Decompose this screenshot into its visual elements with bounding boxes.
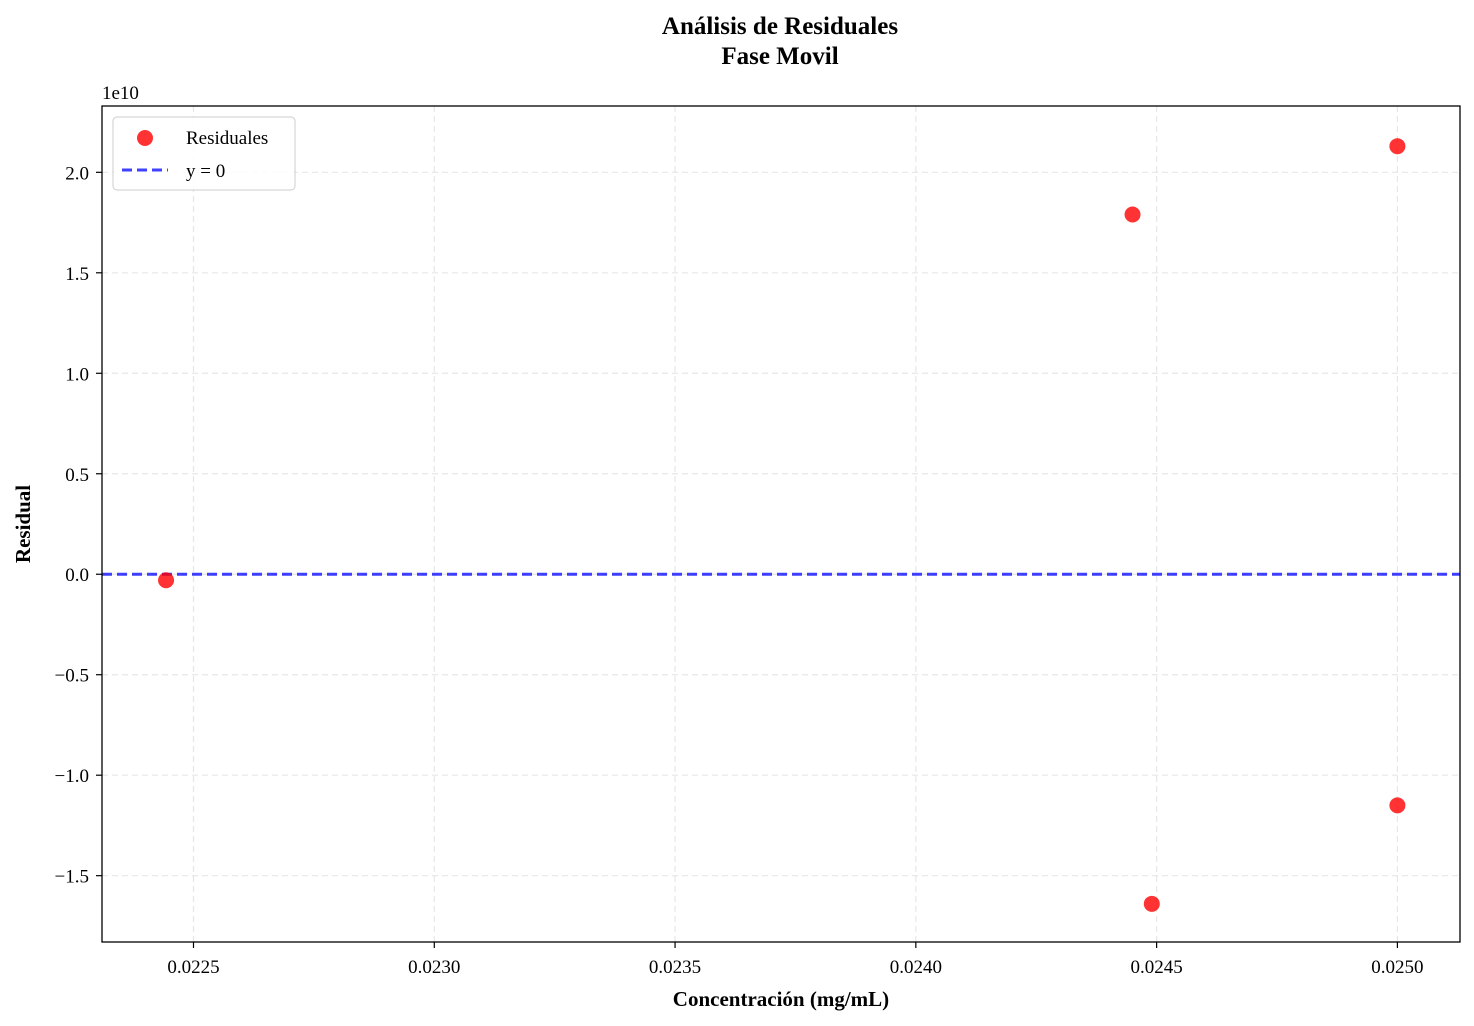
x-tick-label: 0.0225 [167,957,219,978]
y-tick-label: 1.0 [65,364,89,385]
x-tick-label: 0.0235 [649,957,701,978]
scatter-point [1124,206,1141,223]
y-axis-label: Residual [11,485,35,563]
x-tick-label: 0.0230 [408,957,460,978]
y-tick-label: −1.5 [55,867,89,888]
scatter-point [158,572,175,589]
y-axis-ticks: −1.5 −1.0 −0.5 0.0 0.5 1.0 1.5 2.0 [55,163,102,888]
y-tick-label: −0.5 [55,666,89,687]
y-tick-label: −1.0 [55,766,89,787]
legend: Residuales y = 0 [112,116,296,191]
y-tick-label: 0.0 [65,565,89,586]
legend-label-zero-line: y = 0 [186,161,225,182]
legend-marker-residuales [137,130,153,146]
scatter-point [1389,797,1406,814]
y-offset-label: 1e10 [102,83,139,104]
scatter-point [1389,138,1406,155]
y-tick-label: 1.5 [65,264,89,285]
legend-label-residuales: Residuales [186,128,268,149]
y-tick-label: 0.5 [65,465,89,486]
x-axis-ticks: 0.0225 0.0230 0.0235 0.0240 0.0245 0.0250 [167,942,1424,978]
scatter-point [1143,895,1160,912]
x-axis-label: Concentración (mg/mL) [673,987,889,1011]
chart-title-line1: Análisis de Residuales [662,13,898,40]
legend-box [112,116,296,191]
y-tick-label: 2.0 [65,163,89,184]
x-tick-label: 0.0245 [1130,957,1182,978]
x-tick-label: 0.0240 [890,957,942,978]
plot-frame [101,105,1461,943]
x-tick-label: 0.0250 [1371,957,1423,978]
scatter-points [158,138,1406,912]
chart-title-line2: Fase Movil [721,43,838,70]
